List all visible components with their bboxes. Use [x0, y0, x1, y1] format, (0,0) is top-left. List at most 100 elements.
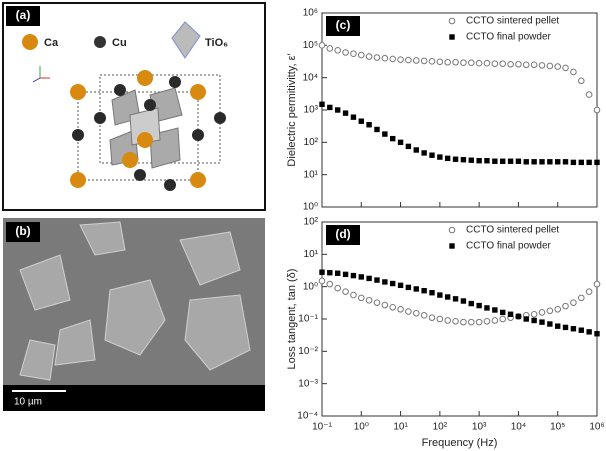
series [319, 102, 599, 165]
point [500, 316, 506, 322]
point [343, 289, 349, 295]
point [555, 64, 561, 70]
point [366, 276, 371, 281]
point [366, 122, 371, 127]
point [578, 78, 584, 84]
x-tick-label: 10⁶ [589, 422, 604, 433]
point [469, 158, 474, 163]
point [358, 295, 364, 301]
y-axis-label: Loss tangent, tan (δ) [286, 269, 298, 370]
plot-frame [322, 222, 597, 416]
point [445, 294, 450, 299]
point [508, 159, 513, 164]
point [461, 60, 467, 66]
point [437, 59, 443, 65]
point [539, 310, 545, 316]
point [398, 140, 403, 145]
legend-marker [449, 34, 454, 39]
point [335, 48, 341, 54]
point [343, 110, 348, 115]
point [421, 288, 426, 293]
cu-icon [94, 36, 106, 48]
point [555, 323, 560, 328]
point [359, 119, 364, 124]
point [453, 296, 458, 301]
x-tick-label: 10⁻¹ [312, 422, 332, 433]
point [555, 159, 560, 164]
point [335, 107, 340, 112]
point [516, 61, 522, 67]
legend-marker [449, 227, 455, 233]
point [414, 147, 419, 152]
point [484, 318, 490, 324]
point [343, 50, 349, 56]
point [335, 285, 341, 291]
y-tick-label: 10⁰ [303, 202, 318, 213]
legend-label: CCTO final powder [466, 32, 552, 43]
point [476, 303, 481, 308]
scale-label: 10 µm [14, 397, 42, 408]
point [563, 65, 569, 71]
point [327, 281, 333, 287]
point [484, 158, 489, 163]
point [579, 160, 584, 165]
x-tick-label: 10³ [472, 422, 487, 433]
panel-b: (b) 10 µm [3, 218, 265, 411]
point [508, 312, 513, 317]
legend-marker [449, 18, 455, 24]
y-tick-label: 10⁴ [303, 72, 318, 83]
point [445, 156, 450, 161]
y-tick-label: 10¹ [304, 169, 319, 180]
point [319, 102, 324, 107]
point [398, 57, 404, 63]
point [500, 310, 505, 315]
series [319, 43, 600, 113]
point [594, 107, 600, 113]
point [437, 154, 442, 159]
point [492, 159, 497, 164]
point [461, 157, 466, 162]
y-tick-label: 10⁶ [303, 8, 318, 19]
point [414, 286, 419, 291]
point [406, 285, 411, 290]
point [531, 318, 536, 323]
point [492, 307, 497, 312]
point [390, 136, 395, 141]
point [445, 318, 451, 324]
legend-cu: Cu [112, 37, 127, 49]
point [374, 55, 380, 61]
point [563, 159, 568, 164]
point [374, 277, 379, 282]
point [382, 302, 388, 308]
point [539, 319, 544, 324]
point [437, 292, 442, 297]
point [492, 61, 498, 67]
point [453, 318, 459, 324]
y-axis-label: Dielectric permitivitty, ε′ [286, 53, 298, 166]
x-tick-label: 10⁰ [354, 422, 369, 433]
point [539, 63, 545, 69]
point [531, 159, 536, 164]
point [516, 314, 521, 319]
point [578, 295, 584, 301]
point [571, 160, 576, 165]
point [586, 160, 591, 165]
legend-item: CCTO sintered pellet [449, 16, 559, 27]
point [484, 60, 490, 66]
point [398, 283, 403, 288]
point [319, 270, 324, 275]
point [429, 315, 435, 321]
point [390, 56, 396, 62]
point [429, 59, 435, 65]
series [319, 270, 599, 337]
point [359, 274, 364, 279]
legend-item: CCTO final powder [449, 32, 551, 43]
panel-label: (b) [15, 224, 30, 238]
point [586, 289, 592, 295]
panel-label: (d) [335, 227, 350, 241]
point [421, 313, 427, 319]
point [382, 55, 388, 61]
point [531, 311, 537, 317]
legend-label: CCTO sintered pellet [466, 16, 559, 27]
point [421, 150, 426, 155]
